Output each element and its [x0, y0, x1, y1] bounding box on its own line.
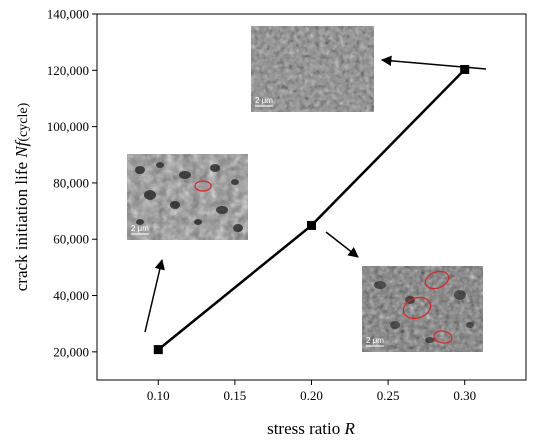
- x-axis-title: stress ratio R: [267, 419, 355, 438]
- y-tick-label: 20,000: [53, 344, 89, 359]
- y-tick-label: 120,000: [47, 63, 89, 78]
- y-tick-label: 100,000: [47, 119, 89, 134]
- highlight-circle: [433, 330, 453, 344]
- x-tick-label: 0.10: [147, 388, 170, 403]
- sem-inset-r020: 2 μm: [362, 266, 483, 352]
- y-axis-ticks: 20,000 40,000 60,000 80,000 100,000 120,000 14…: [47, 7, 97, 359]
- scale-bar-label: 2 μm: [131, 224, 149, 233]
- highlight-circle: [402, 296, 432, 320]
- x-tick-label: 0.25: [377, 388, 400, 403]
- y-tick-label: 80,000: [53, 175, 89, 190]
- data-point: [460, 64, 470, 74]
- arrow-r020: [325, 231, 359, 258]
- y-tick-label: 140,000: [47, 7, 89, 22]
- x-axis-ticks: 0.10 0.15 0.20 0.25 0.30: [147, 380, 476, 403]
- sem-inset-r030: 2 μm: [251, 26, 374, 112]
- scale-bar-label: 2 μm: [366, 336, 384, 345]
- y-tick-label: 60,000: [53, 232, 89, 247]
- x-tick-label: 0.15: [224, 388, 247, 403]
- data-point: [307, 220, 316, 230]
- highlight-circle: [424, 270, 450, 290]
- data-point: [153, 345, 163, 355]
- x-tick-label: 0.20: [300, 388, 323, 403]
- arrow-r010: [144, 258, 165, 333]
- x-tick-label: 0.30: [453, 388, 476, 403]
- sem-inset-r010: 2 μm: [127, 154, 248, 240]
- series-layer: [153, 64, 470, 355]
- y-axis-title: crack initiation life Nf(cycle): [12, 102, 31, 291]
- highlight-circle: [194, 180, 212, 192]
- scale-bar-label: 2 μm: [255, 96, 273, 105]
- arrow-r030: [380, 55, 487, 70]
- y-tick-label: 40,000: [53, 288, 89, 303]
